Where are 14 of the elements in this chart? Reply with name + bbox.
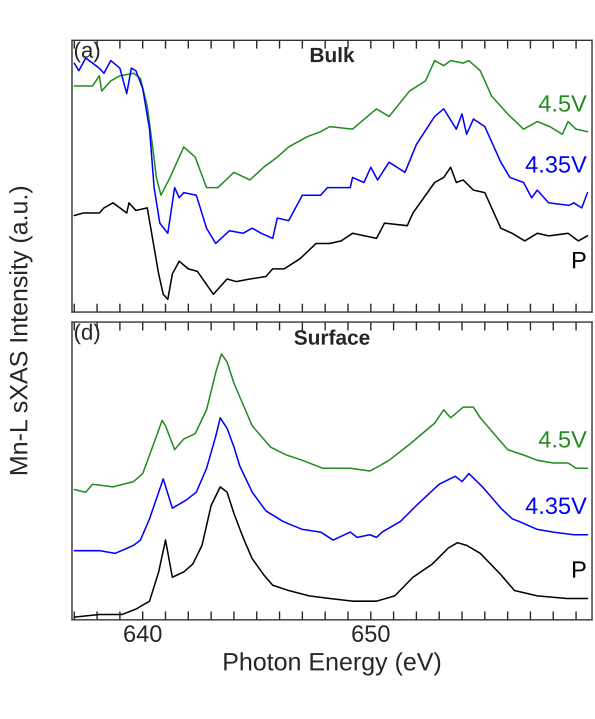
text: (d) <box>74 324 100 344</box>
y-axis-title: Mn-L sXAS Intensity (a.u.) <box>9 186 32 474</box>
x-axis-title: Photon Energy (eV) <box>224 652 440 676</box>
series-label: 4.35V <box>526 497 587 514</box>
annotation: (a) <box>74 42 100 62</box>
series-label: 4.5V <box>538 431 587 448</box>
series-label: P <box>573 561 586 578</box>
series-label: 4.35V <box>526 156 587 173</box>
series-label: 4.5V <box>538 95 587 112</box>
x-tick-label: 640 <box>124 625 162 642</box>
series-label: P <box>573 252 586 268</box>
chart-title: Bulk <box>310 47 355 62</box>
chart-title: Surface <box>294 330 370 345</box>
x-tick-label: 650 <box>352 625 390 642</box>
